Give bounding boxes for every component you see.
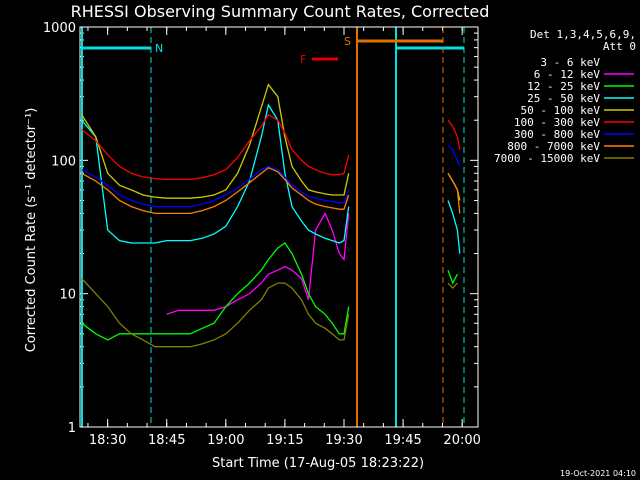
- series-line-300-800-kev-kev: [81, 165, 350, 208]
- legend-entry-800-7000-kev: 800 - 7000 keV: [507, 140, 600, 153]
- series-line-800-7000-kev-kev: [81, 166, 350, 215]
- legend-entry-300-800-kev: 300 - 800 keV: [514, 128, 600, 141]
- legend-header-2: Att 0: [603, 40, 636, 53]
- series-layer: [81, 83, 461, 413]
- x-axis: 18:30 18:45 19:00 19:15 19:30 19:45 20:00: [87, 27, 481, 448]
- series-line-12-25-kev-kev: [447, 269, 458, 285]
- series-line-800-7000-kev-kev: [447, 172, 461, 214]
- series-line-100-300-kev-kev: [81, 113, 350, 181]
- legend-entry-7000-15000-kev: 7000 - 15000 keV: [494, 152, 600, 165]
- y-axis-label: Corrected Count Rate (s⁻¹ detector⁻¹): [24, 108, 39, 353]
- x-tick-label: 20:00: [443, 433, 480, 448]
- x-tick-label: 19:30: [325, 433, 362, 448]
- x-tick-label: 19:00: [207, 433, 244, 448]
- legend-entry-100-300-kev: 100 - 300 keV: [514, 116, 600, 129]
- series-line-25-50-kev-kev: [447, 200, 461, 254]
- legend-entry-12-25-kev: 12 - 25 keV: [527, 80, 600, 93]
- y-tick-label: 100: [51, 154, 76, 169]
- legend-entry-6-12-kev: 6 - 12 keV: [534, 68, 601, 81]
- series-line-300-800-kev-kev: [447, 144, 461, 167]
- series-line-6-12-kev-kev: [166, 211, 350, 315]
- legend-header-1: Det 1,3,4,5,6,9,: [530, 28, 636, 41]
- series-line-7000-15000-kev-kev: [81, 278, 350, 348]
- plot-frame: [79, 26, 479, 428]
- y-axis: 1 10 100 1000: [43, 21, 478, 436]
- series-line-50-100-kev-kev: [81, 83, 350, 199]
- series-line-3-6-kev-kev: [201, 292, 350, 373]
- series-line-100-300-kev-kev: [447, 119, 461, 150]
- y-tick-label: 1: [68, 421, 76, 436]
- night-flag-label: N: [155, 42, 163, 55]
- timestamp: 19-Oct-2021 04:10: [560, 469, 636, 478]
- legend-entry-25-50-kev: 25 - 50 keV: [527, 92, 600, 105]
- chart-title: RHESSI Observing Summary Count Rates, Co…: [71, 2, 490, 21]
- series-line-12-25-kev-kev: [81, 242, 350, 341]
- flag-layer: N F S: [81, 27, 465, 427]
- y-tick-label: 10: [59, 288, 76, 303]
- x-tick-label: 18:45: [148, 433, 185, 448]
- x-tick-label: 19:15: [266, 433, 303, 448]
- x-axis-label: Start Time (17-Aug-05 18:23:22): [212, 456, 424, 471]
- legend-entry-50-100-kev: 50 - 100 keV: [521, 104, 601, 117]
- series-line-25-50-kev-kev: [81, 103, 350, 244]
- saa-flag-label: S: [344, 35, 351, 48]
- series-line-3-6-kev-kev: [154, 402, 179, 413]
- y-tick-label: 1000: [43, 21, 76, 36]
- x-tick-label: 18:30: [89, 433, 126, 448]
- x-tick-label: 19:45: [384, 433, 421, 448]
- series-line-7000-15000-kev-kev: [447, 282, 458, 290]
- flare-flag-label: F: [300, 53, 306, 66]
- legend-entry-3-6-kev: 3 - 6 keV: [540, 56, 600, 69]
